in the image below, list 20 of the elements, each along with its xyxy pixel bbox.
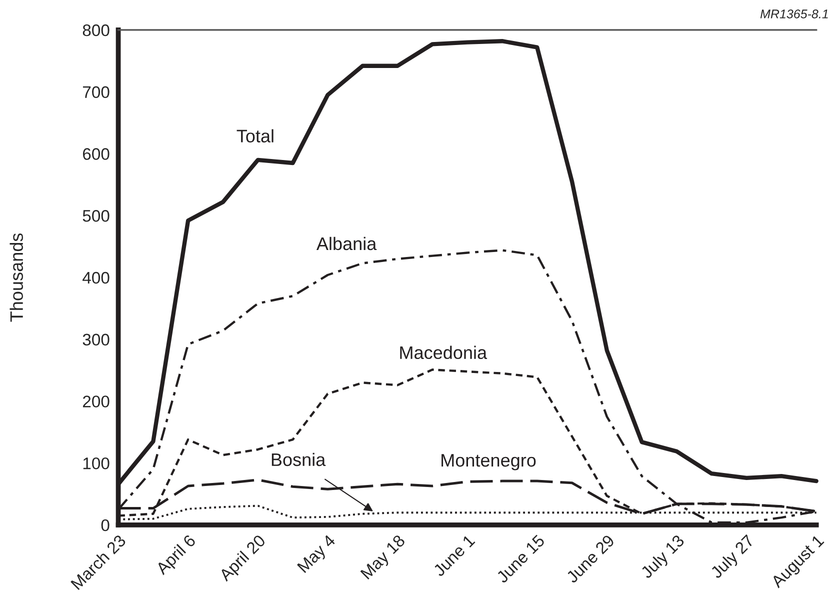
y-tick-label: 100 <box>83 458 110 470</box>
series-label: Macedonia <box>400 346 488 360</box>
y-tick-label: 300 <box>82 334 110 346</box>
y-tick-label: 0 <box>101 519 110 532</box>
y-tick-label: 500 <box>82 210 110 222</box>
x-tick-label: May 4 <box>297 534 338 576</box>
y-axis-title: Thousands <box>10 233 24 322</box>
y-tick-label: 200 <box>82 396 110 408</box>
x-tick-label: May 18 <box>360 534 408 582</box>
x-tick-label: July 13 <box>640 534 688 582</box>
series-label: Montenegro <box>442 454 536 470</box>
y-tick-label: 400 <box>82 272 110 284</box>
y-tick-label: 800 <box>82 24 110 36</box>
x-tick-label: July 27 <box>709 534 757 582</box>
y-tick-label: 700 <box>83 86 110 98</box>
series-label: Albania <box>316 236 377 250</box>
text: Bosnia <box>272 452 326 466</box>
text: MR1365-8.1 <box>760 10 828 18</box>
series-label: Total <box>236 129 274 142</box>
y-tick-label: 600 <box>82 148 110 160</box>
